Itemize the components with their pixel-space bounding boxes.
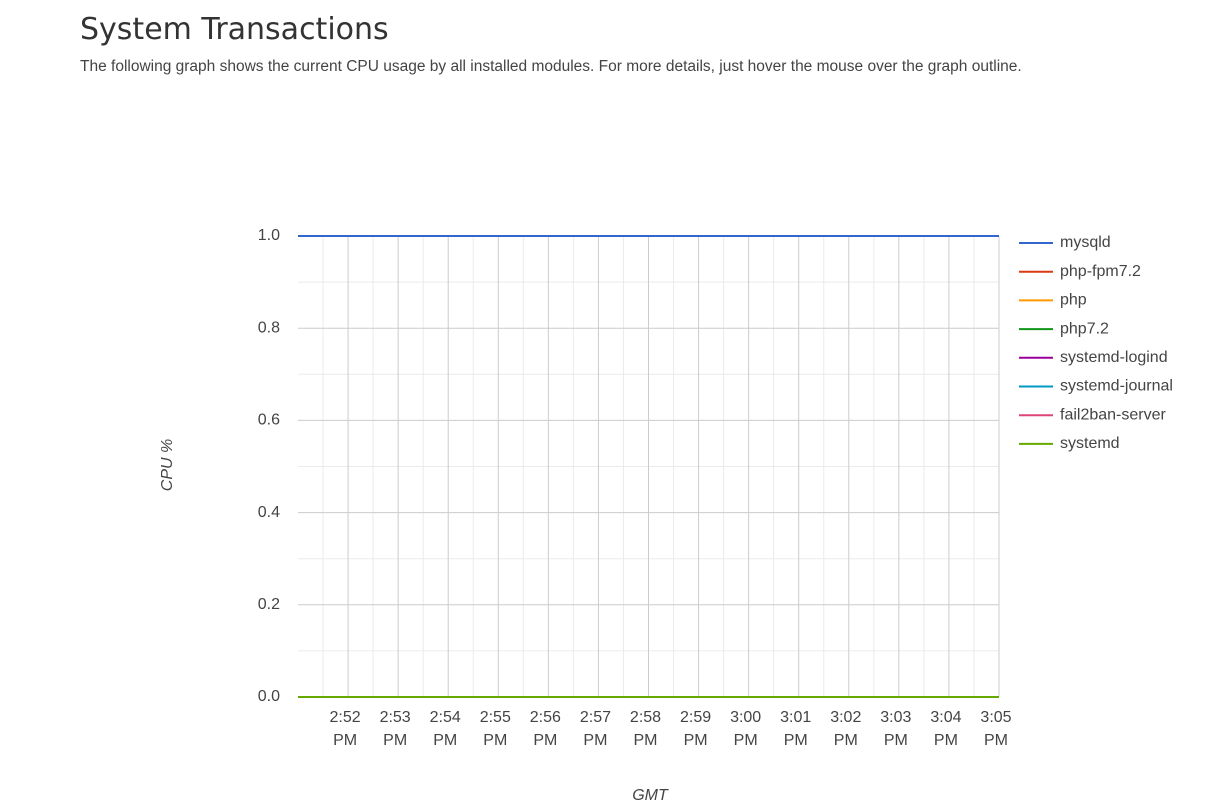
legend-label: php7.2 — [1060, 320, 1109, 337]
x-tick-label: 2:56 PM — [529, 709, 561, 749]
x-tick-label: 3:03 PM — [880, 709, 912, 749]
y-tick-label: 0.6 — [258, 412, 280, 429]
legend-label: fail2ban-server — [1060, 406, 1167, 423]
legend-label: systemd — [1060, 435, 1120, 452]
y-tick-label: 0.0 — [258, 688, 280, 705]
x-tick-label: 3:05 PM — [980, 709, 1012, 749]
x-tick-label: 2:59 PM — [679, 709, 712, 749]
page-title: System Transactions — [80, 12, 389, 47]
y-tick-label: 0.8 — [258, 319, 280, 336]
legend-label: systemd-logind — [1060, 349, 1168, 366]
y-tick-label: 1.0 — [258, 227, 280, 244]
legend-label: php — [1060, 292, 1087, 309]
legend-label: systemd-journal — [1060, 378, 1173, 395]
legend-label: mysqld — [1060, 234, 1111, 251]
grid — [298, 235, 1000, 698]
x-tick-label: 2:52 PM — [329, 709, 361, 749]
x-tick-label: 3:00 PM — [730, 709, 762, 749]
x-axis-title: GMT — [632, 787, 669, 804]
y-tick-label: 0.4 — [258, 504, 280, 521]
x-tick-label: 3:02 PM — [830, 709, 862, 749]
y-tick-label: 0.2 — [258, 596, 280, 613]
x-tick-label: 2:58 PM — [629, 709, 662, 749]
x-tick-label: 3:04 PM — [930, 709, 962, 749]
page-description: The following graph shows the current CP… — [80, 58, 1022, 75]
x-tick-label: 2:55 PM — [479, 709, 511, 749]
x-tick-label: 3:01 PM — [780, 709, 812, 749]
x-tick-label: 2:57 PM — [579, 709, 611, 749]
x-tick-label: 2:53 PM — [379, 709, 411, 749]
y-axis-title: CPU % — [159, 439, 176, 491]
legend-label: php-fpm7.2 — [1060, 263, 1141, 280]
x-tick-label: 2:54 PM — [429, 709, 461, 749]
